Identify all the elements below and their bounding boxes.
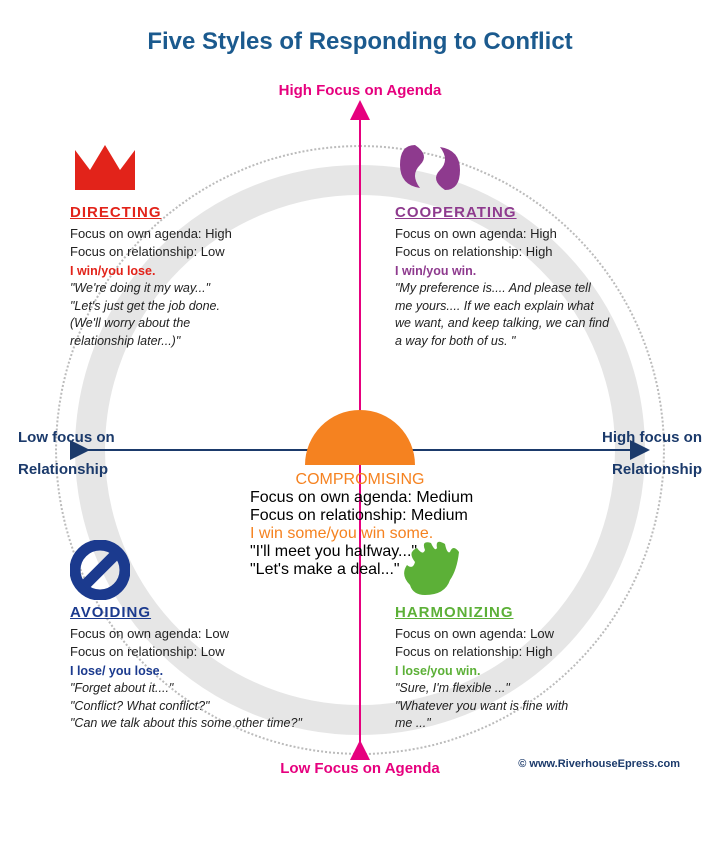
crown-icon bbox=[70, 140, 350, 200]
no-icon bbox=[70, 540, 350, 600]
focus-agenda: Focus on own agenda: Medium bbox=[250, 489, 490, 507]
outcome: I lose/you win. bbox=[395, 664, 675, 678]
outcome: I win/you lose. bbox=[70, 264, 350, 278]
focus-relationship: Focus on relationship: High bbox=[395, 243, 675, 261]
outcome: I win/you win. bbox=[395, 264, 675, 278]
quote: "We're doing it my way..." bbox=[70, 280, 350, 298]
focus-relationship: Focus on relationship: Medium bbox=[250, 507, 490, 525]
quote: "Forget about it...." bbox=[70, 680, 350, 698]
sun-icon bbox=[305, 410, 415, 465]
yinyang-icon bbox=[395, 140, 675, 200]
quote: "My preference is.... And please tell bbox=[395, 280, 675, 298]
axis-label-top: High Focus on Agenda bbox=[279, 82, 442, 99]
copyright: © www.RiverhouseEpress.com bbox=[518, 758, 680, 770]
axis-label-right: High focus on Relationship bbox=[602, 422, 702, 485]
quote: me ..." bbox=[395, 715, 675, 733]
axis-label-left: Low focus on Relationship bbox=[18, 422, 115, 485]
heading-directing: DIRECTING bbox=[70, 204, 350, 221]
heading-avoiding: AVOIDING bbox=[70, 604, 350, 621]
quadrant-avoiding: AVOIDING Focus on own agenda: Low Focus … bbox=[70, 540, 350, 733]
hand-icon bbox=[395, 540, 675, 600]
focus-relationship: Focus on relationship: Low bbox=[70, 643, 350, 661]
heading-compromising: COMPROMISING bbox=[230, 471, 490, 489]
focus-relationship: Focus on relationship: High bbox=[395, 643, 675, 661]
outcome: I lose/ you lose. bbox=[70, 664, 350, 678]
quote: "Whatever you want is fine with bbox=[395, 698, 675, 716]
quote: we want, and keep talking, we can find bbox=[395, 315, 675, 333]
quote: me yours.... If we each explain what bbox=[395, 298, 675, 316]
quote: "Can we talk about this some other time?… bbox=[70, 715, 350, 733]
quote: "Let's just get the job done. bbox=[70, 298, 350, 316]
quote: (We'll worry about the bbox=[70, 315, 350, 333]
quote: "Sure, I'm flexible ..." bbox=[395, 680, 675, 698]
quadrant-directing: DIRECTING Focus on own agenda: High Focu… bbox=[70, 140, 350, 350]
heading-cooperating: COOPERATING bbox=[395, 204, 675, 221]
axis-label-bottom: Low Focus on Agenda bbox=[280, 760, 439, 777]
quote: relationship later...)" bbox=[70, 333, 350, 351]
focus-agenda: Focus on own agenda: High bbox=[70, 225, 350, 243]
focus-agenda: Focus on own agenda: High bbox=[395, 225, 675, 243]
focus-agenda: Focus on own agenda: Low bbox=[70, 625, 350, 643]
focus-agenda: Focus on own agenda: Low bbox=[395, 625, 675, 643]
page-title: Five Styles of Responding to Conflict bbox=[0, 0, 720, 56]
heading-harmonizing: HARMONIZING bbox=[395, 604, 675, 621]
focus-relationship: Focus on relationship: Low bbox=[70, 243, 350, 261]
quote: "Conflict? What conflict?" bbox=[70, 698, 350, 716]
quadrant-harmonizing: HARMONIZING Focus on own agenda: Low Foc… bbox=[395, 540, 675, 733]
quote: a way for both of us. " bbox=[395, 333, 675, 351]
quadrant-cooperating: COOPERATING Focus on own agenda: High Fo… bbox=[395, 140, 675, 350]
diagram-stage: High Focus on Agenda Low Focus on Agenda… bbox=[0, 70, 720, 830]
